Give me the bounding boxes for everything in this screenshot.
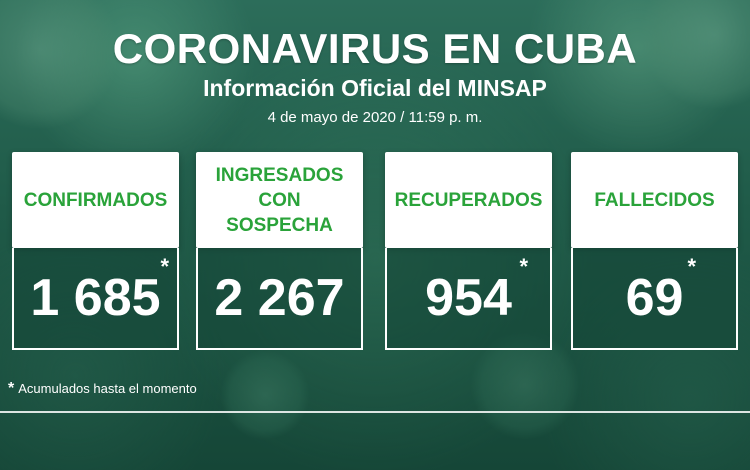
card-label: FALLECIDOS [594, 189, 715, 211]
card-value: 954 [425, 269, 512, 327]
card-value-box: 2 267 [196, 248, 363, 350]
card-header: RECUPERADOS [385, 152, 552, 248]
card-fallecidos: FALLECIDOS 69 * [571, 152, 738, 352]
card-header: INGRESADOS CON SOSPECHA [196, 152, 363, 248]
card-value-box: 69 * [571, 248, 738, 350]
asterisk-mark: * [519, 254, 528, 279]
asterisk-mark: * [687, 254, 696, 279]
footnote: * Acumulados hasta el momento [8, 380, 197, 398]
header: CORONAVIRUS EN CUBA Información Oficial … [0, 26, 750, 128]
card-label: RECUPERADOS [394, 189, 543, 211]
virus-decoration [220, 350, 310, 440]
asterisk-mark: * [8, 380, 15, 397]
card-header: FALLECIDOS [571, 152, 738, 248]
card-ingresados: INGRESADOS CON SOSPECHA 2 267 [196, 152, 363, 352]
card-value-box: 1 685 * [12, 248, 179, 350]
divider [0, 411, 750, 413]
page-subtitle: Información Oficial del MINSAP [203, 75, 547, 101]
footnote-text: Acumulados hasta el momento [18, 381, 197, 396]
card-value: 1 685 [30, 269, 161, 327]
card-recuperados: RECUPERADOS 954 * [385, 152, 552, 352]
card-value: 69 [625, 269, 684, 327]
asterisk-mark: * [160, 254, 169, 279]
page-title: CORONAVIRUS EN CUBA [112, 25, 638, 72]
card-label: INGRESADOS CON SOSPECHA [215, 164, 344, 236]
card-label: CONFIRMADOS [23, 189, 168, 211]
card-value: 2 267 [214, 269, 345, 327]
report-date: 4 de mayo de 2020 / 11:59 p. m. [267, 109, 483, 126]
card-value-box: 954 * [385, 248, 552, 350]
card-header: CONFIRMADOS [12, 152, 179, 248]
card-confirmados: CONFIRMADOS 1 685 * [12, 152, 179, 352]
